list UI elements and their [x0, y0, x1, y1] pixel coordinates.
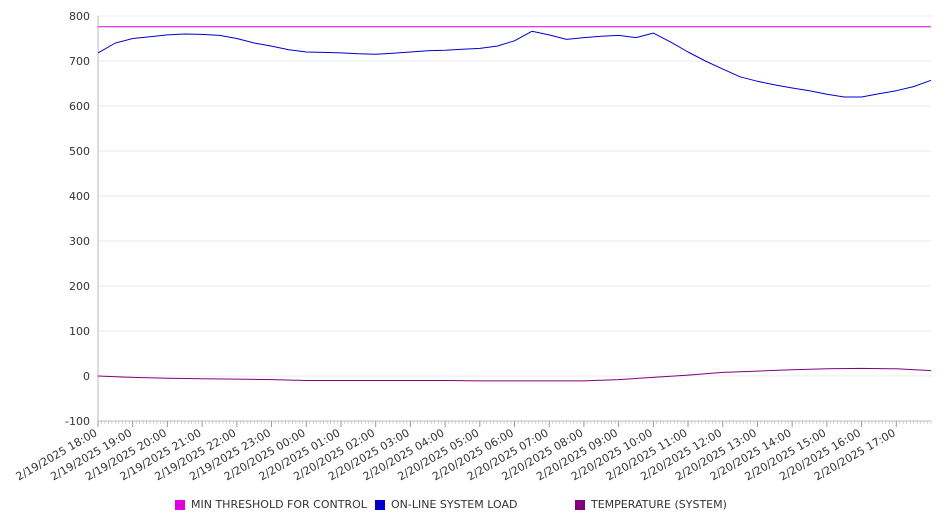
- series-lines: [97, 26, 932, 382]
- y-tick-label: 500: [69, 145, 90, 158]
- legend-label-system-load: ON-LINE SYSTEM LOAD: [391, 498, 518, 511]
- legend-item-threshold[interactable]: MIN THRESHOLD FOR CONTROL: [175, 498, 367, 511]
- series-line-on-line-system-load: [97, 30, 932, 98]
- legend-swatch-temperature: [575, 499, 585, 510]
- legend: MIN THRESHOLD FOR CONTROL ON-LINE SYSTEM…: [0, 498, 946, 514]
- y-tick-label: 400: [69, 190, 90, 203]
- legend-swatch-system-load: [375, 499, 385, 510]
- legend-item-system-load[interactable]: ON-LINE SYSTEM LOAD: [375, 498, 517, 511]
- x-axis-ticks: 2/19/2025 18:002/19/2025 19:002/19/2025 …: [14, 421, 932, 483]
- y-tick-label: -100: [65, 415, 90, 428]
- y-axis-ticks: 800 700 600 500 400 300 200 100 0 -100: [65, 10, 90, 428]
- series-line-temperature-system: [97, 367, 932, 382]
- y-tick-label: 700: [69, 55, 90, 68]
- y-tick-label: 200: [69, 280, 90, 293]
- grid-lines: [98, 15, 931, 377]
- y-tick-label: 800: [69, 10, 90, 23]
- legend-swatch-threshold: [175, 499, 185, 510]
- legend-label-threshold: MIN THRESHOLD FOR CONTROL: [191, 498, 367, 511]
- y-tick-label: 0: [83, 370, 90, 383]
- y-tick-label: 100: [69, 325, 90, 338]
- legend-item-temperature[interactable]: TEMPERATURE (SYSTEM): [575, 498, 727, 511]
- axes: [97, 16, 931, 422]
- y-tick-label: 300: [69, 235, 90, 248]
- y-tick-label: 600: [69, 100, 90, 113]
- legend-label-temperature: TEMPERATURE (SYSTEM): [591, 498, 727, 511]
